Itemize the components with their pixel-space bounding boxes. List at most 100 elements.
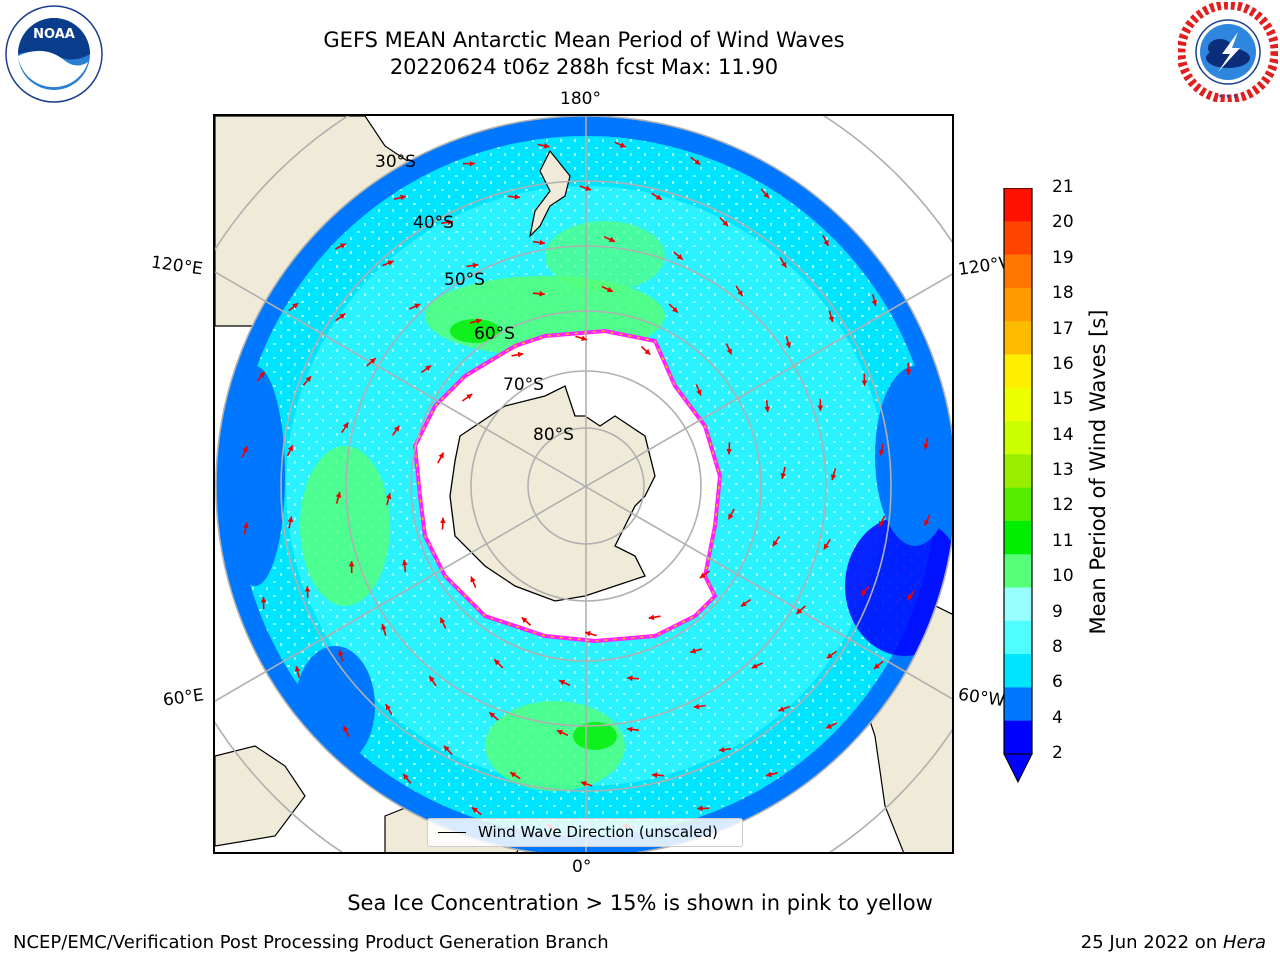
chart-subtitle: 20220624 t06z 288h fcst Max: 11.90 — [389, 55, 779, 79]
arrow-head — [348, 561, 355, 567]
arrow-head — [672, 306, 678, 313]
colorbar-tick-label: 21 — [1052, 177, 1074, 197]
arrow-head — [778, 706, 785, 712]
arrow-head — [425, 365, 432, 371]
arrow-head — [648, 614, 655, 621]
arrow-head — [763, 192, 769, 199]
arrow-head — [475, 318, 482, 324]
graticule — [215, 116, 952, 852]
colorbar-segment — [1004, 221, 1032, 256]
arrow-head — [826, 723, 832, 729]
arrow-head — [861, 380, 868, 386]
arrow-head — [305, 376, 311, 383]
arrow-head — [385, 493, 392, 500]
arrow-head — [471, 807, 478, 813]
colorbar-tick-label: 18 — [1052, 283, 1074, 304]
arrow-head — [510, 772, 517, 778]
arrow-head — [342, 422, 349, 429]
arrow-head — [722, 220, 729, 227]
colorbar-tick-label: 4 — [1052, 707, 1063, 728]
arrow-head — [764, 406, 771, 413]
arrow-head — [861, 589, 867, 596]
nws-logo: ★ ★ ★ — [1178, 2, 1278, 102]
arrow-head — [817, 405, 824, 411]
lat-label-50s: 50°S — [444, 270, 485, 290]
arrow-head — [517, 351, 524, 358]
colorbar-segment — [1004, 354, 1032, 389]
colorbar-tick-label: 13 — [1052, 460, 1074, 480]
svg-text:★ ★ ★: ★ ★ ★ — [1218, 93, 1238, 100]
arrow-head — [619, 142, 626, 148]
arrow-head — [259, 371, 265, 378]
wind-wave-arrows — [241, 141, 931, 831]
antarctica-land — [449, 385, 656, 602]
lon-label-60e: 60°E — [161, 685, 206, 711]
arrow-head — [766, 771, 772, 778]
colorbar-tick-label: 14 — [1052, 424, 1074, 445]
arrow-head — [585, 631, 591, 637]
arrow-head — [401, 559, 408, 566]
colorbar-segment — [1004, 421, 1032, 455]
arrow-head — [287, 516, 294, 523]
footer-host: Hera — [1222, 932, 1266, 953]
colorbar-tick-label: 11 — [1052, 530, 1074, 551]
arrow-head — [699, 572, 706, 578]
arrow-head — [466, 394, 473, 400]
colorbar-segment — [1004, 487, 1032, 522]
arrow-head — [369, 358, 376, 364]
arrow-head — [627, 675, 633, 682]
arrow-head — [335, 492, 342, 498]
arrow-head — [414, 303, 421, 309]
colorbar-tick-label: 10 — [1052, 566, 1074, 587]
arrow-head — [772, 540, 779, 547]
map-legend: Wind Wave Direction (unscaled) — [427, 818, 743, 847]
arrow-head — [559, 679, 566, 686]
arrow-head — [923, 443, 929, 450]
arrow-head — [429, 675, 435, 682]
arrow-head — [340, 243, 346, 249]
arrow-head — [292, 303, 299, 309]
footer-date: 25 Jun 2022 on Hera — [1081, 932, 1266, 953]
arrow-head — [387, 260, 394, 266]
colorbar-extend-min — [1003, 753, 1033, 784]
lon-label-120e: 120°E — [149, 252, 204, 280]
arrow-head — [879, 520, 885, 527]
colorbar-segment — [1004, 587, 1032, 622]
arrow-head — [697, 805, 703, 812]
arrow-head — [580, 781, 587, 787]
arrow-head — [690, 648, 697, 654]
arrow-head — [472, 262, 479, 269]
arrow-head — [543, 143, 550, 149]
colorbar-tick-label: 19 — [1052, 247, 1074, 268]
colorbar-tick-label: 9 — [1052, 601, 1063, 622]
arrow-head — [443, 745, 450, 752]
arrow-head — [826, 653, 833, 659]
colorbar-segment — [1004, 188, 1032, 222]
arrow-head — [385, 704, 391, 711]
arrow-head — [514, 194, 521, 200]
arrow-head — [781, 261, 787, 268]
footer-credit: NCEP/EMC/Verification Post Processing Pr… — [13, 932, 609, 953]
lat-label-40s: 40°S — [413, 213, 454, 233]
arrow-head — [438, 452, 444, 459]
arrow-head — [780, 472, 787, 479]
arrow-head — [489, 712, 496, 718]
new-zealand-land — [529, 149, 571, 238]
arrow-head — [393, 425, 400, 432]
arrow-head — [726, 448, 732, 455]
colorbar-segment — [1004, 554, 1032, 589]
colorbar-segment — [1004, 287, 1032, 322]
arrow-head — [693, 703, 700, 710]
colorbar-segment — [1004, 620, 1032, 655]
arrow-head — [440, 517, 446, 524]
colorbar-segment — [1004, 654, 1032, 689]
lat-label-60s: 60°S — [474, 324, 515, 344]
colorbar-segment — [1004, 387, 1032, 422]
lon-label-60w: 60°W — [956, 684, 1007, 712]
arrow-head — [830, 474, 837, 480]
colorbar-tick-label: 20 — [1052, 212, 1074, 233]
madagascar-land — [215, 745, 306, 847]
arrow-head — [740, 601, 747, 607]
colorbar-tick-label: 12 — [1052, 495, 1074, 516]
arrow-head — [287, 445, 293, 452]
